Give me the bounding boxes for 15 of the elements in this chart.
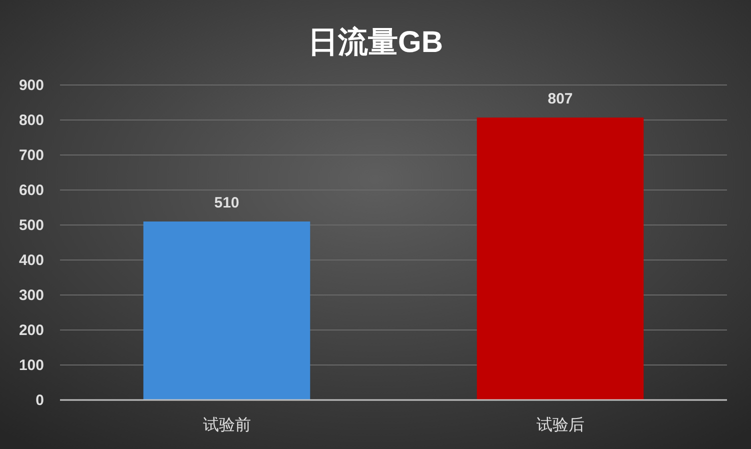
data-label: 510 bbox=[214, 194, 240, 212]
y-tick-label: 500 bbox=[18, 217, 44, 234]
x-tick-label: 试验后 bbox=[536, 416, 584, 434]
y-tick-label: 300 bbox=[18, 287, 44, 304]
y-tick-label: 0 bbox=[36, 392, 44, 409]
y-tick-label: 600 bbox=[18, 182, 44, 199]
y-tick-label: 100 bbox=[18, 357, 44, 374]
y-tick-label: 700 bbox=[18, 147, 44, 164]
y-tick-label: 400 bbox=[18, 252, 44, 269]
y-tick-label: 800 bbox=[18, 112, 44, 129]
y-tick-label: 900 bbox=[18, 77, 44, 94]
x-tick-label: 试验前 bbox=[202, 416, 251, 434]
y-tick-label: 200 bbox=[18, 322, 44, 339]
data-label: 807 bbox=[548, 90, 573, 108]
chart-title: 日流量GB bbox=[308, 25, 443, 59]
